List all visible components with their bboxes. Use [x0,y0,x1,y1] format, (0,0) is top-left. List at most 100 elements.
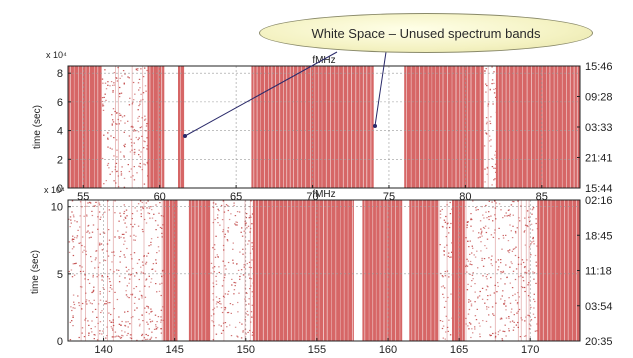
occupancy-speckle [468,299,470,301]
occupancy-speckle [495,261,497,263]
band-stripe [169,200,170,341]
occupancy-speckle [147,212,149,214]
occupancy-speckle [480,231,483,234]
occupancy-speckle [242,274,245,276]
occupancy-speckle [500,298,502,300]
occupancy-speckle [137,225,140,227]
occupancy-speckle [469,300,472,302]
occupancy-speckle [95,250,97,252]
band-stripe [395,200,396,341]
occupancy-speckle [221,219,224,221]
occupancy-speckle [510,204,513,206]
occupancy-speckle [447,255,449,257]
occupancy-speckle [474,326,476,328]
occupancy-streak [143,200,145,341]
occupancy-speckle [480,241,482,243]
occupancy-speckle [102,103,104,105]
occupancy-speckle [79,270,82,273]
occupancy-speckle [480,250,482,252]
occupancy-speckle [71,276,74,278]
occupancy-speckle [105,88,108,90]
occupancy-speckle [125,266,127,268]
occupancy-speckle [449,201,451,204]
occupancy-speckle [245,213,248,215]
occupancy-speckle [467,283,469,285]
band-stripe [298,200,300,341]
occupancy-speckle [466,226,468,229]
occupancy-speckle [237,336,239,338]
occupancy-speckle [212,309,214,311]
occupancy-speckle [212,321,215,323]
occupancy-speckle [112,324,115,327]
occupancy-speckle [511,287,514,289]
occupancy-speckle [479,336,481,338]
occupancy-speckle [535,265,538,267]
occupancy-speckle [124,73,126,75]
occupancy-speckle [505,212,507,214]
occupancy-speckle [492,103,494,105]
occupancy-speckle [466,271,468,273]
occupancy-speckle [68,218,70,220]
occupancy-speckle [228,218,231,221]
occupancy-speckle [87,202,89,204]
occupancy-speckle [132,101,134,103]
band-stripe [342,66,344,188]
occupancy-speckle [510,230,512,232]
occupancy-speckle [86,231,88,233]
occupancy-speckle [234,223,236,225]
occupancy-speckle [532,271,534,273]
occupancy-speckle [490,215,492,217]
occupancy-speckle [221,285,224,287]
occupancy-speckle [155,229,157,231]
occupancy-speckle [162,306,164,308]
occupancy-speckle [252,248,254,250]
occupancy-speckle [441,225,444,228]
occupancy-speckle [466,289,469,291]
band-stripe [279,200,280,341]
occupancy-speckle [113,137,115,139]
occupancy-speckle [101,97,104,99]
occupancy-speckle [139,127,141,129]
occupancy-speckle [134,275,136,277]
band-stripe [534,66,536,188]
occupancy-speckle [248,217,250,219]
occupancy-speckle [531,209,534,211]
occupancy-speckle [133,234,135,236]
band-stripe [513,66,515,188]
occupied-band [68,66,102,188]
occupancy-speckle [533,243,535,245]
occupancy-speckle [158,212,160,214]
occupancy-speckle [524,266,526,268]
occupancy-speckle [448,319,450,321]
occupancy-speckle [485,247,488,249]
occupancy-speckle [466,265,469,267]
occupancy-speckle [218,266,220,268]
occupancy-speckle [210,262,213,264]
occupied-band [252,200,354,341]
occupancy-speckle [484,168,486,170]
occupancy-speckle [246,227,248,229]
occupancy-speckle [112,329,114,331]
occupancy-speckle [475,319,478,321]
occupancy-speckle [150,206,152,208]
occupancy-speckle [120,336,123,339]
band-stripe [165,200,167,341]
occupancy-speckle [123,186,126,188]
occupancy-speckle [214,218,216,221]
occupancy-speckle [139,290,141,292]
time-label: 20:35 [585,336,613,348]
occupancy-speckle [517,256,520,259]
occupancy-speckle [128,274,130,276]
sparse-band [210,200,255,341]
occupancy-speckle [128,170,131,173]
occupancy-speckle [494,337,497,339]
occupancy-speckle [234,326,237,328]
occupancy-speckle [125,290,127,292]
occupancy-streak [131,200,133,341]
occupancy-speckle [494,335,497,337]
occupancy-speckle [117,335,119,337]
occupancy-speckle [486,121,488,123]
occupancy-speckle [223,249,225,251]
band-stripe [271,200,273,341]
occupancy-speckle [86,303,88,305]
